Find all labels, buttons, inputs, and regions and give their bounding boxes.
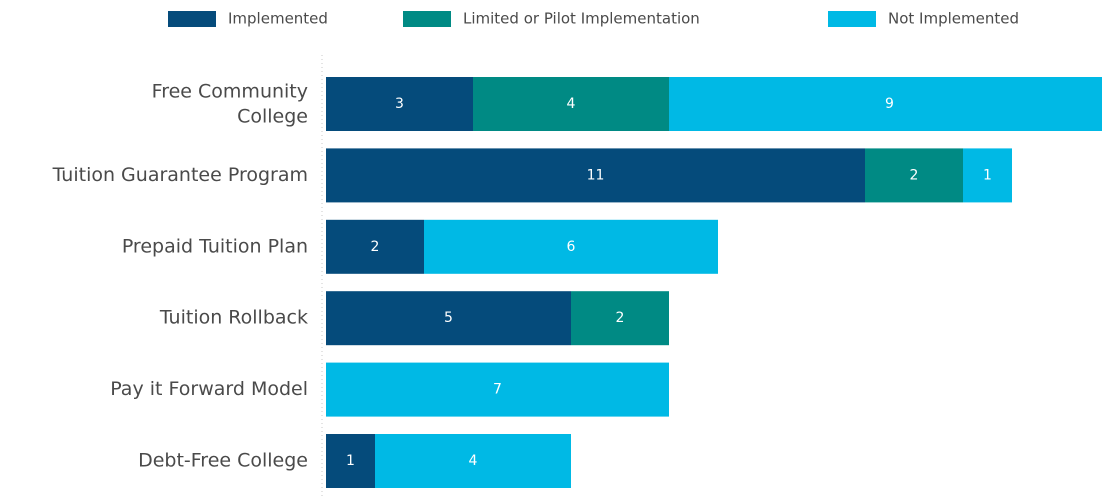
bar-segment xyxy=(326,77,473,131)
legend-swatch xyxy=(168,11,216,27)
bar-segment xyxy=(326,291,571,346)
category-label: Debt-Free College xyxy=(138,450,308,472)
bar-segment xyxy=(865,148,963,203)
legend-label: Limited or Pilot Implementation xyxy=(463,10,700,28)
value-label: 1 xyxy=(346,453,355,469)
bar-segment xyxy=(963,148,1012,203)
value-label: 5 xyxy=(444,310,453,326)
value-label: 11 xyxy=(587,167,605,183)
bar-segment xyxy=(473,77,669,131)
bar-segment xyxy=(571,291,669,346)
value-label: 4 xyxy=(567,96,576,112)
value-label: 2 xyxy=(371,239,380,255)
bar-segment xyxy=(326,434,375,488)
bar-segment xyxy=(326,362,669,417)
value-label: 2 xyxy=(910,167,919,183)
bar-segment xyxy=(326,219,424,274)
legend-label: Not Implemented xyxy=(888,10,1019,28)
value-label: 6 xyxy=(567,239,576,255)
category-label: Pay it Forward Model xyxy=(110,378,308,400)
value-label: 7 xyxy=(493,382,502,398)
legend-label: Implemented xyxy=(228,10,328,28)
value-label: 2 xyxy=(616,310,625,326)
value-label: 4 xyxy=(469,453,478,469)
bar-segment xyxy=(424,219,718,274)
category-label: Free Community College xyxy=(152,80,308,127)
value-label: 3 xyxy=(395,96,404,112)
legend-swatch xyxy=(828,11,876,27)
value-label: 1 xyxy=(983,167,992,183)
category-label: Tuition Rollback xyxy=(159,307,308,329)
category-label: Prepaid Tuition Plan xyxy=(122,235,308,257)
category-label: Tuition Guarantee Program xyxy=(52,164,308,186)
legend-swatch xyxy=(403,11,451,27)
bar-segment xyxy=(669,77,1102,131)
bar-segment xyxy=(326,148,865,203)
bar-segment xyxy=(375,434,571,488)
value-label: 9 xyxy=(885,96,894,112)
